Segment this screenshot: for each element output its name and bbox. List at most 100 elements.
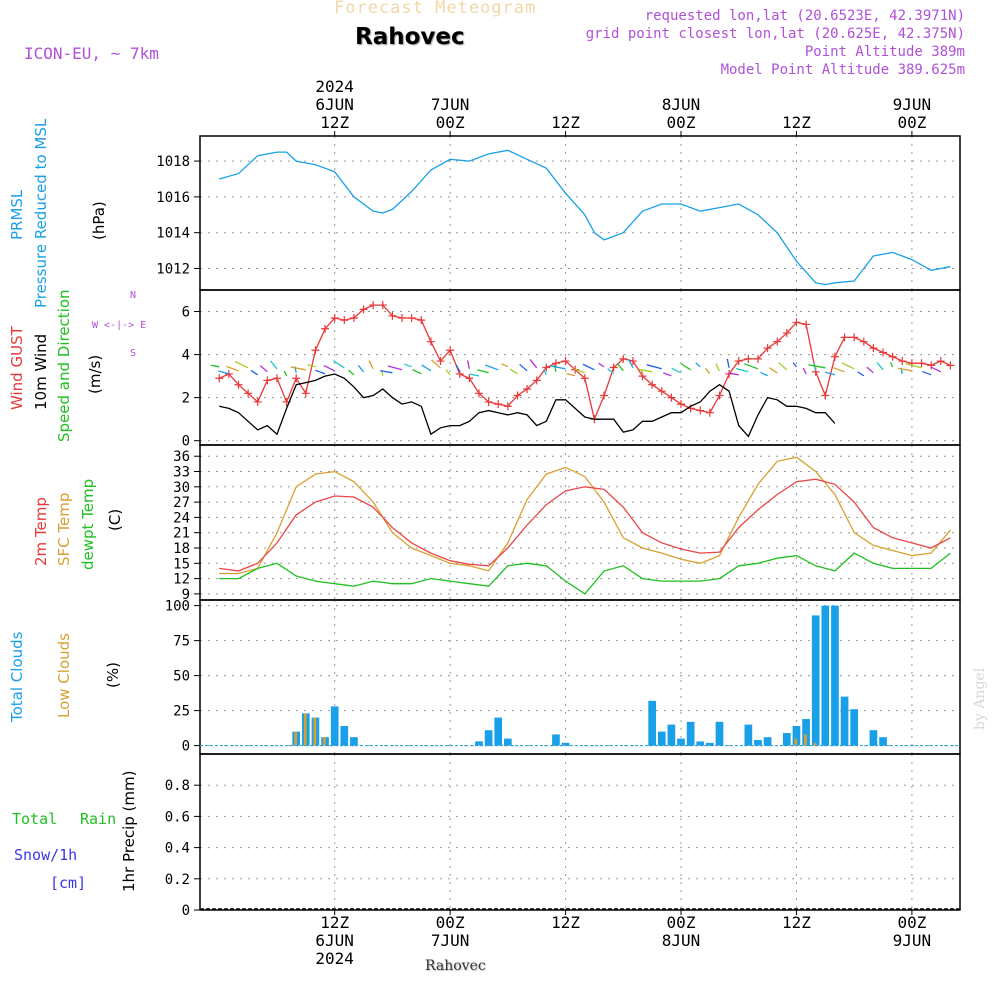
gust-marker bbox=[580, 374, 589, 383]
wind-direction-arrow bbox=[387, 365, 403, 371]
wind-direction-arrow bbox=[290, 366, 306, 371]
gust-marker bbox=[349, 313, 358, 322]
y-tick-label: 27 bbox=[173, 495, 190, 511]
total-cloud-bar bbox=[782, 733, 791, 746]
precip-snow-label: Snow/1h bbox=[14, 846, 78, 864]
wind-direction-arrow bbox=[930, 366, 942, 373]
total-cloud-bar bbox=[754, 740, 762, 746]
gust-marker bbox=[859, 337, 868, 346]
wind-direction-arrow bbox=[889, 362, 894, 368]
gust-marker bbox=[263, 376, 272, 385]
wind-direction-arrow bbox=[638, 368, 653, 373]
gust-marker bbox=[782, 329, 791, 338]
wind-gust-label: Wind GUST bbox=[8, 326, 26, 410]
gust-marker bbox=[936, 357, 945, 366]
gust-marker bbox=[532, 376, 541, 385]
panel-frame bbox=[199, 444, 961, 601]
wind-direction-arrow bbox=[485, 364, 499, 371]
wind-direction-arrow bbox=[566, 372, 576, 377]
wind-speed-direction-label: Speed and Direction bbox=[55, 289, 73, 442]
gust-marker bbox=[802, 320, 811, 329]
gust-marker bbox=[426, 337, 435, 346]
wind-direction-arrow bbox=[307, 364, 316, 368]
wind-direction-arrow bbox=[808, 364, 826, 369]
wind-direction-arrow bbox=[617, 363, 624, 372]
low-cloud-bar bbox=[313, 717, 317, 746]
gust-marker bbox=[388, 311, 397, 320]
gust-marker bbox=[224, 369, 233, 378]
y-tick-label: 75 bbox=[173, 634, 190, 650]
compass-north: N bbox=[130, 290, 137, 301]
gust-marker bbox=[446, 346, 455, 355]
wind-direction-arrow bbox=[469, 373, 480, 377]
precip-total-label: Total bbox=[12, 810, 58, 828]
top-time-label: 9JUN bbox=[893, 95, 932, 114]
top-time-label: 2024 bbox=[315, 77, 354, 96]
gust-marker bbox=[551, 359, 560, 368]
gust-marker bbox=[292, 374, 301, 383]
gust-marker bbox=[523, 385, 532, 394]
wind-direction-arrow bbox=[857, 371, 865, 377]
gust-marker bbox=[609, 363, 618, 372]
wind-speed-line bbox=[219, 373, 836, 438]
wind-direction-arrow bbox=[347, 369, 355, 376]
sfc-temp-line bbox=[219, 456, 951, 575]
gust-marker bbox=[715, 391, 724, 400]
total-cloud-bar bbox=[869, 730, 878, 746]
wind-direction-arrow bbox=[476, 369, 489, 374]
wind-direction-arrow bbox=[680, 362, 691, 371]
y-tick-label: 4 bbox=[182, 348, 190, 364]
wind-direction-arrow bbox=[412, 369, 422, 375]
low-cloud-bar bbox=[294, 731, 297, 746]
y-tick-label: 1016 bbox=[156, 190, 190, 206]
gust-marker bbox=[465, 374, 474, 383]
pressure-label-msl: Pressure Reduced to MSL bbox=[32, 118, 50, 308]
total-cloud-bar bbox=[475, 741, 483, 746]
pressure-line bbox=[219, 149, 951, 286]
wind-direction-arrow bbox=[728, 372, 739, 376]
gust-marker bbox=[359, 305, 368, 314]
wind-direction-arrow bbox=[553, 364, 557, 372]
compass-south: S bbox=[130, 348, 137, 359]
gust-marker bbox=[830, 352, 839, 361]
gust-marker bbox=[244, 389, 253, 398]
dewpt-temp-line bbox=[219, 552, 951, 595]
bottom-time-label: 8JUN bbox=[662, 931, 701, 950]
gust-marker bbox=[869, 344, 878, 353]
bottom-time-label: 12Z bbox=[782, 913, 811, 932]
y-tick-label: 0.8 bbox=[165, 778, 190, 794]
y-tick-label: 1012 bbox=[156, 262, 190, 278]
gust-marker bbox=[677, 400, 686, 409]
wind-direction-arrow bbox=[922, 370, 932, 376]
wind-direction-arrow bbox=[315, 369, 326, 375]
total-cloud-bar bbox=[802, 719, 810, 746]
total-cloud-bar bbox=[763, 737, 772, 746]
gust-marker bbox=[946, 361, 955, 370]
wind-direction-arrow bbox=[234, 360, 249, 369]
gust-marker bbox=[311, 346, 320, 355]
gust-marker bbox=[657, 387, 666, 396]
y-tick-label: 33 bbox=[173, 465, 190, 481]
temp-unit: (C) bbox=[106, 508, 124, 531]
gust-marker bbox=[494, 400, 503, 409]
total-cloud-bar bbox=[561, 742, 570, 746]
gust-marker bbox=[600, 391, 609, 400]
wind-direction-arrow bbox=[549, 365, 566, 370]
credit-watermark: by Angel bbox=[972, 667, 988, 730]
wind-direction-arrow bbox=[671, 367, 682, 374]
wind-direction-arrow bbox=[421, 364, 432, 372]
wind-direction-arrow bbox=[905, 362, 922, 369]
panel-frame bbox=[199, 289, 961, 446]
top-time-label: 6JUN bbox=[315, 95, 354, 114]
wind-direction-arrow bbox=[574, 368, 586, 374]
total-cloud-bar bbox=[840, 696, 849, 746]
wind-direction-arrow bbox=[270, 360, 278, 370]
footer-location: Rahovec bbox=[425, 958, 486, 974]
clouds-unit: (%) bbox=[104, 662, 122, 688]
top-time-label: 7JUN bbox=[431, 95, 470, 114]
total-cloud-bar bbox=[340, 726, 349, 746]
gust-marker bbox=[734, 357, 743, 366]
clouds-total-label: Total Clouds bbox=[8, 631, 26, 722]
total-cloud-bar bbox=[706, 742, 714, 746]
low-cloud-bar bbox=[813, 742, 817, 746]
